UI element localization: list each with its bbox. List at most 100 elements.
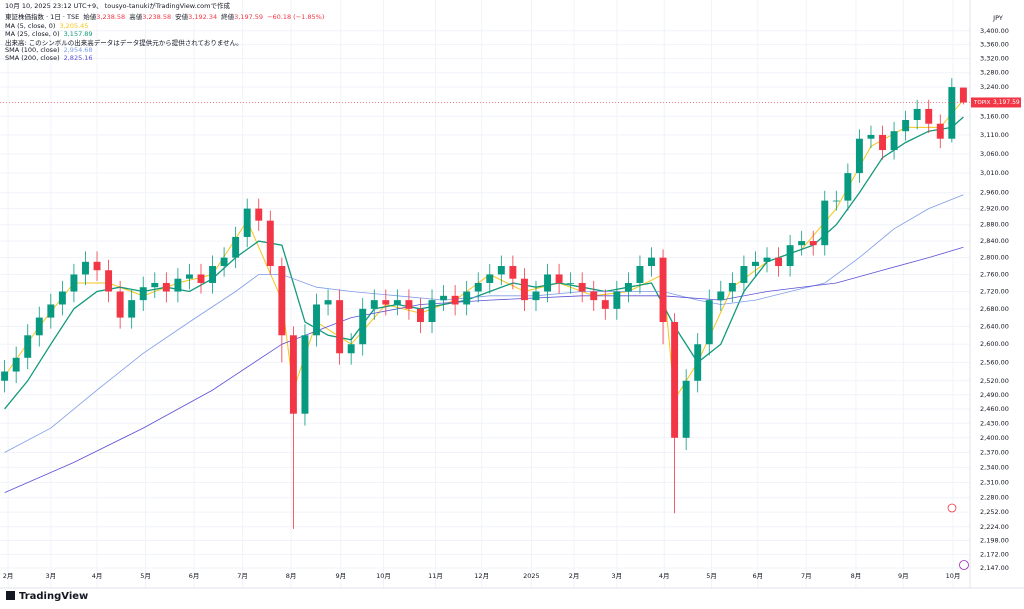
legend-name: MA (25, close, 0) — [5, 30, 60, 38]
y-tick-label: 2,840.00 — [980, 237, 1009, 245]
y-tick-label: 3,320.00 — [980, 55, 1009, 63]
candle-body — [567, 282, 575, 284]
candle-body — [105, 270, 113, 292]
x-tick-label: 8月 — [286, 572, 297, 580]
candle-body — [775, 257, 783, 267]
candle-body — [832, 200, 840, 202]
candle-body — [959, 87, 967, 103]
axes: 3,400.00 3,360.00 3,320.00 3,280.00 3,240.00… — [3, 27, 1009, 580]
candle-body — [243, 208, 251, 237]
y-tick-label: 2,920.00 — [980, 205, 1009, 213]
y-tick-label: 2,310.00 — [980, 478, 1009, 486]
y-tick-label: 2,520.00 — [980, 377, 1009, 385]
x-tick-label: 11月 — [428, 572, 443, 580]
ohlc-label: 安値 — [175, 12, 189, 21]
candle-body — [440, 295, 448, 301]
caption: 10月 10, 2025 23:12 UTC+9、 tousyo-tanukiが… — [5, 1, 230, 10]
y-tick-label: 3,160.00 — [980, 112, 1009, 120]
candle-body — [486, 274, 494, 283]
candle-body — [209, 266, 217, 283]
y-tick-label: 2,400.00 — [980, 434, 1009, 442]
legend-entry: SMA (100, close) 2,954.68 — [5, 46, 93, 54]
candle-body — [786, 245, 794, 267]
candle-body — [613, 291, 621, 309]
y-tick-label: 2,252.00 — [980, 508, 1009, 516]
candle-body — [1, 371, 9, 381]
candle-body — [382, 300, 390, 305]
legend-value: 2,825.16 — [64, 54, 93, 62]
candle-body — [393, 300, 401, 305]
y-tick-label: 3,010.00 — [980, 169, 1009, 177]
y-tick-label: 3,240.00 — [980, 83, 1009, 91]
legend-name: MA (5, close, 0) — [5, 22, 55, 30]
candle-body — [417, 308, 424, 322]
candle-body — [220, 257, 228, 267]
candle-body — [405, 300, 413, 309]
x-tick-label: 2月 — [3, 572, 14, 580]
candle-body — [35, 317, 43, 336]
candle-body — [82, 261, 89, 275]
y-tick-label: 2,960.00 — [980, 189, 1009, 197]
candle-body — [347, 344, 355, 354]
x-tick-label: 5月 — [140, 572, 151, 580]
candle-body — [798, 241, 806, 246]
volume-note: 出来高: このシンボルの出来高データはデータ提供元から提供されておりません。 — [5, 38, 243, 47]
legend-value: 3,157.89 — [64, 30, 93, 38]
currency: JPY — [992, 14, 1003, 22]
candle-body — [359, 308, 367, 345]
candle-body — [659, 257, 667, 322]
brand-logo — [6, 591, 15, 600]
legend-name: SMA (200, close) — [5, 54, 60, 62]
y-tick-label: 3,280.00 — [980, 69, 1009, 77]
ohlc-value: 3,238.58 — [142, 13, 171, 21]
ohlc-label: 終値 — [221, 12, 235, 21]
candle-body — [128, 300, 136, 318]
y-tick-label: 3,110.00 — [980, 131, 1009, 139]
y-tick-label: 2,490.00 — [980, 391, 1009, 399]
y-tick-label: 2,560.00 — [980, 358, 1009, 366]
candle-body — [624, 282, 632, 292]
candle-body — [590, 291, 598, 301]
x-tick-label: 4月 — [659, 572, 670, 580]
candle-body — [116, 291, 124, 318]
candle-body — [266, 220, 274, 267]
event-marker[interactable] — [947, 503, 957, 513]
event-marker[interactable] — [959, 560, 969, 570]
ohlc-value: 3,192.34 — [188, 13, 217, 21]
candle-body — [809, 241, 817, 246]
x-tick-label: 9月 — [898, 572, 909, 580]
ohlc-value: 3,197.59 — [234, 13, 263, 21]
candle-body — [520, 278, 528, 301]
candle-body — [671, 321, 679, 438]
legend-entry: MA (5, close, 0) 3,205.45 — [5, 22, 88, 30]
y-tick-label: 2,340.00 — [980, 463, 1009, 471]
candle-body — [821, 200, 829, 246]
legend-entry: SMA (200, close) 2,825.16 — [5, 54, 93, 62]
x-tick-label: 6月 — [189, 572, 200, 580]
candle-body — [763, 257, 771, 262]
candle-body — [925, 108, 933, 124]
symbol-header: 東証株価指数 · 1日 · TSE 始値3,238.58 高値3,238.58 安値3… — [5, 12, 324, 21]
y-tick-label: 3,400.00 — [980, 27, 1009, 35]
candle-body — [879, 134, 886, 151]
candle-body — [93, 261, 101, 271]
brand: TradingView — [6, 591, 88, 602]
candle-body — [232, 236, 240, 258]
y-tick-label: 2,370.00 — [980, 448, 1009, 456]
candle-body — [902, 120, 910, 132]
candle-body — [278, 266, 286, 336]
candle-body — [451, 295, 459, 305]
candle-body — [636, 266, 644, 283]
candle-body — [162, 282, 170, 292]
legend-value: 3,205.45 — [59, 22, 88, 30]
y-tick-label: 2,224.00 — [980, 523, 1009, 531]
candle-body — [948, 87, 956, 139]
x-tick-label: 10月 — [376, 572, 391, 580]
candle-body — [532, 291, 540, 301]
candle-body — [289, 335, 297, 414]
candle-body — [139, 287, 147, 301]
candle-body — [890, 131, 898, 151]
y-tick-label: 3,060.00 — [980, 150, 1009, 158]
x-tick-label: 5月 — [706, 572, 717, 580]
